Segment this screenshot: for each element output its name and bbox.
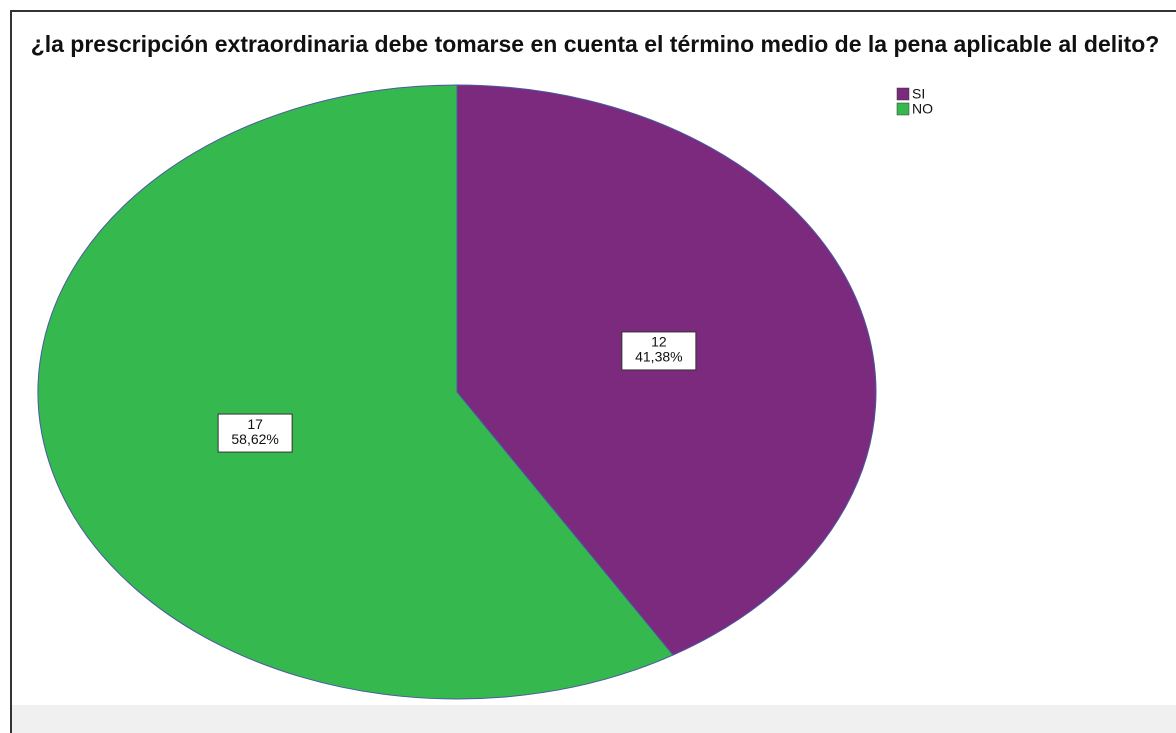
data-label-box [217,413,293,453]
footer-strip [12,705,1176,733]
pie-slice [37,84,674,700]
data-label-percent: 58,62% [231,431,278,447]
data-label-percent: 41,38% [635,349,682,365]
legend-swatch [896,102,910,116]
data-label-count: 17 [247,416,263,432]
chart-title: ¿la prescripción extraordinaria debe tom… [30,31,1160,57]
legend-label: NO [912,101,933,117]
data-label-box [621,331,697,371]
legend-swatch [896,87,910,101]
legend-label: SI [912,86,925,102]
data-label-count: 12 [651,334,667,350]
